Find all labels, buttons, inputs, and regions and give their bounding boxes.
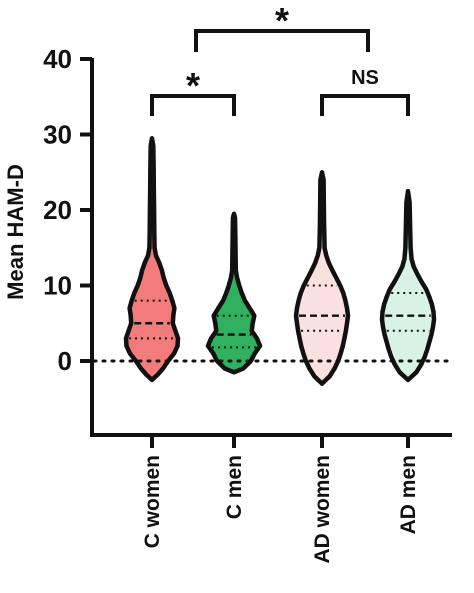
y-tick-label: 10: [43, 271, 72, 301]
significance-label: *: [186, 65, 200, 106]
y-tick-label: 40: [43, 44, 72, 74]
significance-label: *: [275, 0, 289, 41]
x-tick-labels: C women C men AD women AD men: [141, 435, 420, 564]
violin-body: [379, 188, 437, 383]
bracket-line: [194, 29, 370, 52]
category-label: AD women: [311, 455, 334, 564]
y-tick-label: 20: [43, 195, 72, 225]
violin-ad-men: [379, 188, 437, 383]
significance-brackets: * NS *: [150, 0, 410, 116]
violin-body: [293, 170, 351, 386]
axes: [90, 58, 454, 437]
violin-c-women: [123, 136, 181, 383]
significance-bracket: *: [150, 65, 236, 116]
category-label: C women: [141, 455, 164, 548]
significance-bracket: NS: [320, 67, 410, 116]
bracket-line: [150, 94, 236, 116]
y-ticks: 0 10 20 30 40: [43, 44, 92, 376]
significance-bracket: *: [194, 0, 370, 52]
bracket-line: [320, 94, 410, 116]
category-label: C men: [223, 455, 246, 519]
violin-body: [205, 211, 263, 375]
violins: [123, 136, 437, 386]
y-axis-title: Mean HAM-D: [3, 164, 28, 300]
category-label: AD men: [397, 455, 420, 534]
y-tick-label: 0: [58, 346, 72, 376]
y-tick-label: 30: [43, 120, 72, 150]
violin-body: [123, 136, 181, 383]
violin-c-men: [205, 211, 263, 375]
violin-ad-women: [293, 170, 351, 386]
significance-label: NS: [351, 67, 379, 89]
